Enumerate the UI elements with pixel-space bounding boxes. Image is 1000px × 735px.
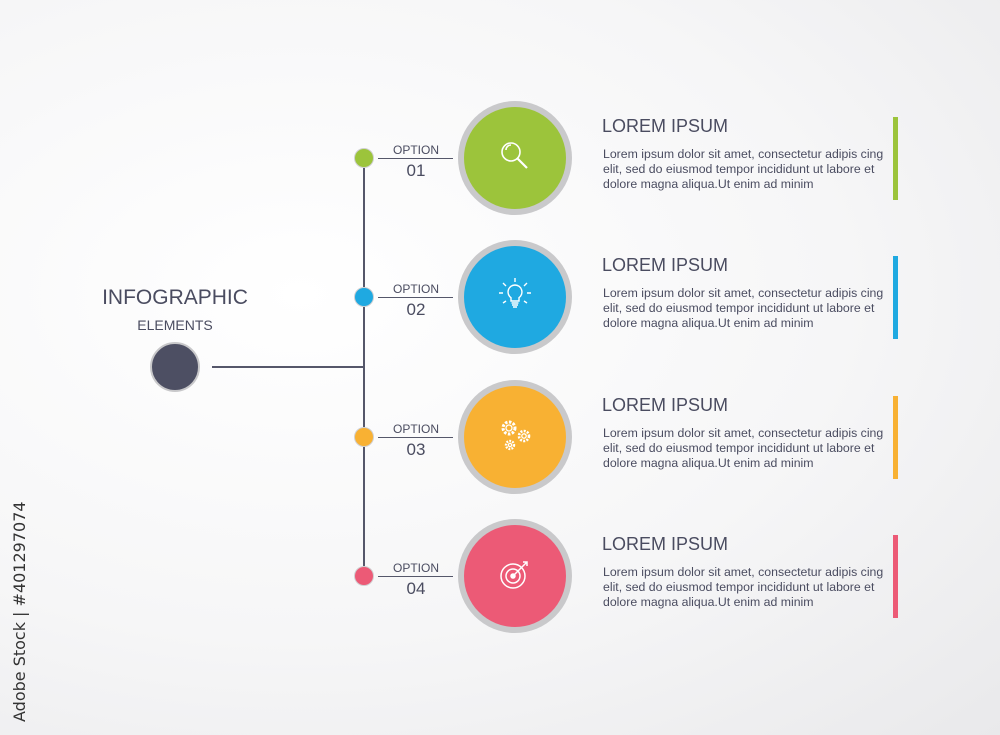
option-underline <box>378 437 453 438</box>
option-body: Lorem ipsum dolor sit amet, consectetur … <box>603 286 884 330</box>
lightbulb-icon <box>495 275 535 320</box>
infographic-subtitle: ELEMENTS <box>137 317 213 333</box>
option-label: OPTION <box>392 422 439 436</box>
option-number: 02 <box>406 300 426 319</box>
option-item-3: OPTION 03 LOREM IPSUM Lorem ipsum dolor … <box>0 380 1000 577</box>
connector-vertical <box>363 167 365 567</box>
option-number: 04 <box>406 579 426 598</box>
option-number: 03 <box>406 440 426 459</box>
accent-bar <box>893 117 898 200</box>
option-item-4: OPTION 04 LOREM IPSUM Lorem ipsum dolor … <box>0 519 1000 716</box>
option-label: OPTION <box>392 143 439 157</box>
option-circle <box>458 240 572 354</box>
option-number: 01 <box>406 161 426 180</box>
connector-horizontal <box>212 366 364 368</box>
option-heading: LOREM IPSUM <box>602 116 729 136</box>
option-circle <box>458 380 572 494</box>
option-item-2: OPTION 02 LOREM IPSUM Lorem ipsum dolor … <box>0 240 1000 437</box>
option-dot <box>354 148 374 168</box>
option-underline <box>378 576 453 577</box>
accent-bar <box>893 256 898 339</box>
option-dot <box>354 287 374 307</box>
option-dot <box>354 427 374 447</box>
option-body: Lorem ipsum dolor sit amet, consectetur … <box>603 565 884 609</box>
option-label: OPTION <box>392 561 439 575</box>
option-heading: LOREM IPSUM <box>602 534 729 554</box>
option-body: Lorem ipsum dolor sit amet, consectetur … <box>603 426 884 470</box>
option-item-1: OPTION 01 LOREM IPSUM Lorem ipsum dolor … <box>0 101 1000 298</box>
target-icon <box>495 554 535 599</box>
hub-circle <box>150 342 200 392</box>
accent-bar <box>893 535 898 618</box>
option-dot <box>354 566 374 586</box>
option-circle <box>458 101 572 215</box>
gears-icon <box>494 414 536 461</box>
option-underline <box>378 158 453 159</box>
option-underline <box>378 297 453 298</box>
option-circle <box>458 519 572 633</box>
option-label: OPTION <box>392 282 439 296</box>
option-body: Lorem ipsum dolor sit amet, consectetur … <box>603 147 884 191</box>
magnifier-icon <box>497 138 533 179</box>
accent-bar <box>893 396 898 479</box>
stock-credit: Adobe Stock | #401297074 <box>10 501 29 722</box>
option-heading: LOREM IPSUM <box>602 395 729 415</box>
infographic-title: INFOGRAPHIC <box>102 286 248 309</box>
option-heading: LOREM IPSUM <box>602 255 729 275</box>
